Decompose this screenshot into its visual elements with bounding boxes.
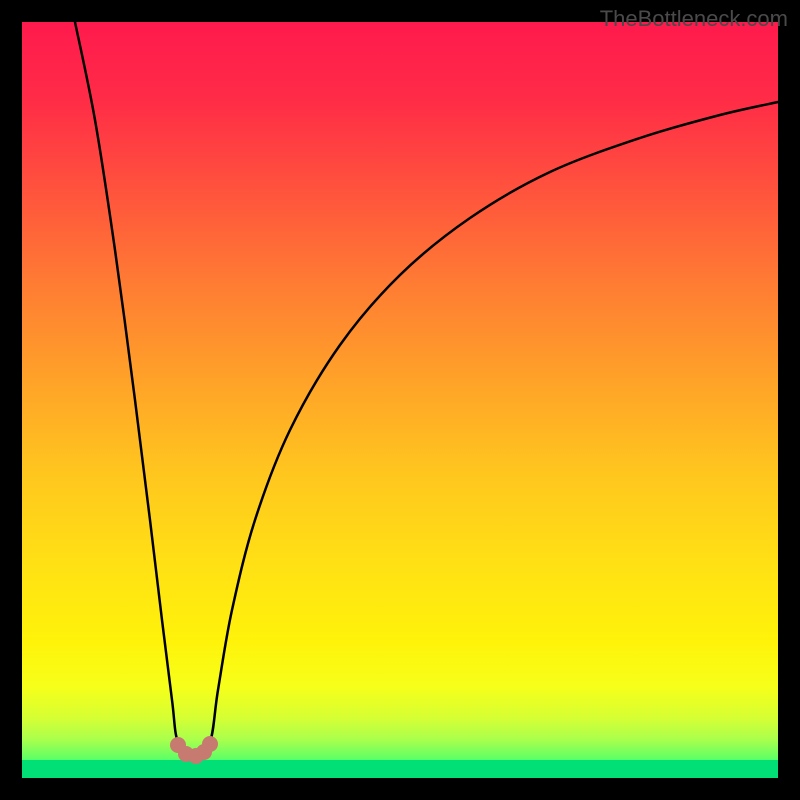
- chart-container: { "attribution": { "text": "TheBottlenec…: [0, 0, 800, 800]
- chart-gradient-background: [22, 22, 778, 778]
- chart-green-baseline-strip: [22, 760, 778, 778]
- attribution-label: TheBottleneck.com: [600, 6, 788, 32]
